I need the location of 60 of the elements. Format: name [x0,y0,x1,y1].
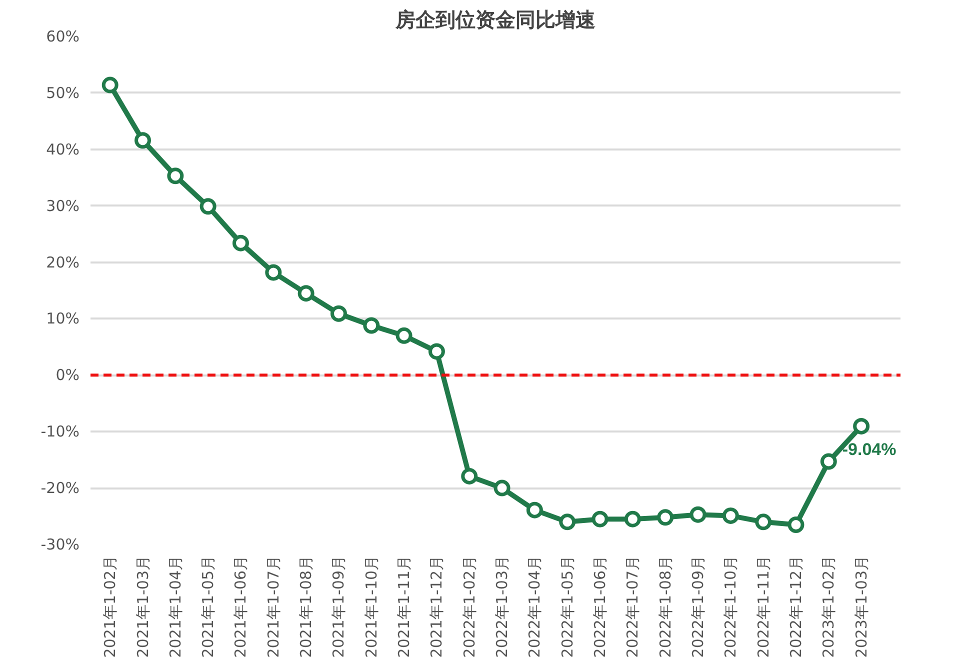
x-tick-label: 2021年1-03月 [134,556,152,658]
x-tick-label: 2021年1-04月 [166,556,184,658]
point [167,168,184,184]
x-tick-label: 2021年1-12月 [428,556,446,658]
x-tick-label: 2022年1-04月 [526,556,544,658]
point [592,510,608,528]
point [396,327,412,344]
point [428,343,445,360]
point [526,502,543,518]
y-tick-label: 60% [46,28,80,46]
point [722,507,739,524]
x-tick-label: 2021年1-10月 [362,556,380,658]
y-tick-label: 50% [46,84,80,102]
x-tick-label: 2022年1-06月 [591,556,610,658]
x-tick-label: 2021年1-02月 [101,556,120,658]
x-tick-label: 2021年1-06月 [232,556,250,658]
point [330,305,347,322]
x-tick-label: 2022年1-09月 [689,556,707,658]
y-tick-label: -10% [40,422,80,441]
point [265,264,282,281]
point [853,418,870,434]
point [298,285,314,302]
x-tick-label: 2021年1-08月 [297,556,316,658]
x-tick-label: 2022年1-07月 [624,556,642,658]
point [134,132,152,149]
x-tick-label: 2022年1-12月 [786,556,805,658]
point [624,510,641,528]
point [690,506,706,523]
y-tick-label: 0% [56,366,80,384]
chart-title: 房企到位资金同比增速 [394,8,596,32]
point [461,468,478,484]
x-tick-label: 2023年1-02月 [820,556,838,658]
x-tick-label: 2022年1-08月 [656,556,674,658]
y-tick-label: 40% [46,140,80,158]
point [559,514,576,530]
y-tick-label: 20% [46,253,80,272]
point [232,234,249,252]
point [102,76,118,94]
y-tick-label: -20% [40,479,80,498]
x-tick-label: 2022年1-02月 [460,556,478,658]
y-tick-label: 10% [46,310,80,328]
x-tick-label: 2021年1-07月 [264,556,282,658]
point [788,516,804,533]
x-tick-label: 2022年1-05月 [558,556,576,658]
data-label: -9.04% [842,440,896,460]
x-tick-label: 2021年1-11月 [395,556,414,658]
point [657,509,674,526]
x-tick-label: 2022年1-03月 [493,556,512,658]
point [363,317,380,334]
x-tick-label: 2022年1-11月 [754,556,772,658]
point [494,480,510,496]
x-tick-label: 2023年1-03月 [852,556,870,658]
point [755,514,772,530]
x-tick-label: 2021年1-09月 [330,556,348,658]
point [820,453,837,470]
x-tick-label: 2022年1-10月 [722,556,740,658]
x-tick-label: 2021年1-05月 [199,556,218,658]
y-tick-label: 30% [46,196,80,215]
y-tick-label: -30% [40,536,80,554]
point [200,198,216,215]
